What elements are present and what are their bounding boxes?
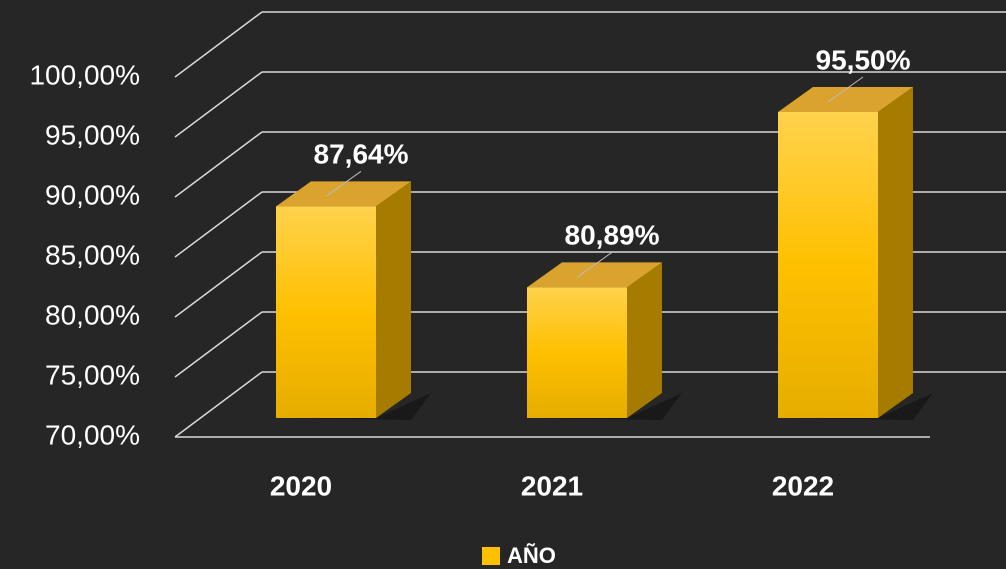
value-label: 95,50% [816, 44, 911, 75]
legend-swatch [482, 547, 500, 565]
leader-line [325, 170, 362, 197]
grid-line [174, 191, 263, 258]
y-tick-label: 90,00% [45, 179, 140, 210]
y-tick-label: 95,00% [45, 119, 140, 150]
bar-top [778, 87, 913, 112]
bar [276, 206, 376, 418]
bar-side [878, 87, 913, 418]
y-tick-label: 80,00% [45, 299, 140, 330]
bar-top [276, 181, 411, 207]
bar-top [527, 262, 662, 288]
leader-line [576, 251, 613, 278]
leader-line [827, 76, 864, 103]
bar-shadow [778, 393, 933, 420]
y-tick-label: 70,00% [45, 419, 140, 450]
grid-line [174, 11, 263, 78]
grid-line [174, 251, 263, 318]
value-label: 80,89% [565, 220, 660, 251]
legend-label: AÑO [507, 543, 556, 568]
grid-line [174, 371, 263, 438]
grid-line [174, 311, 263, 378]
bar [778, 112, 878, 418]
y-tick-label: 100,00% [29, 59, 140, 90]
bar-shadow [527, 393, 682, 420]
x-tick-label: 2021 [521, 470, 583, 501]
x-tick-label: 2022 [772, 470, 834, 501]
value-label: 87,64% [314, 139, 409, 170]
grid-line [174, 131, 263, 198]
y-tick-label: 75,00% [45, 359, 140, 390]
bar-shadow [276, 393, 431, 420]
y-tick-label: 85,00% [45, 239, 140, 270]
bar-side [376, 181, 411, 418]
x-tick-label: 2020 [270, 470, 332, 501]
grid-line [174, 71, 263, 138]
bar-side [627, 262, 662, 418]
bar [527, 287, 627, 418]
